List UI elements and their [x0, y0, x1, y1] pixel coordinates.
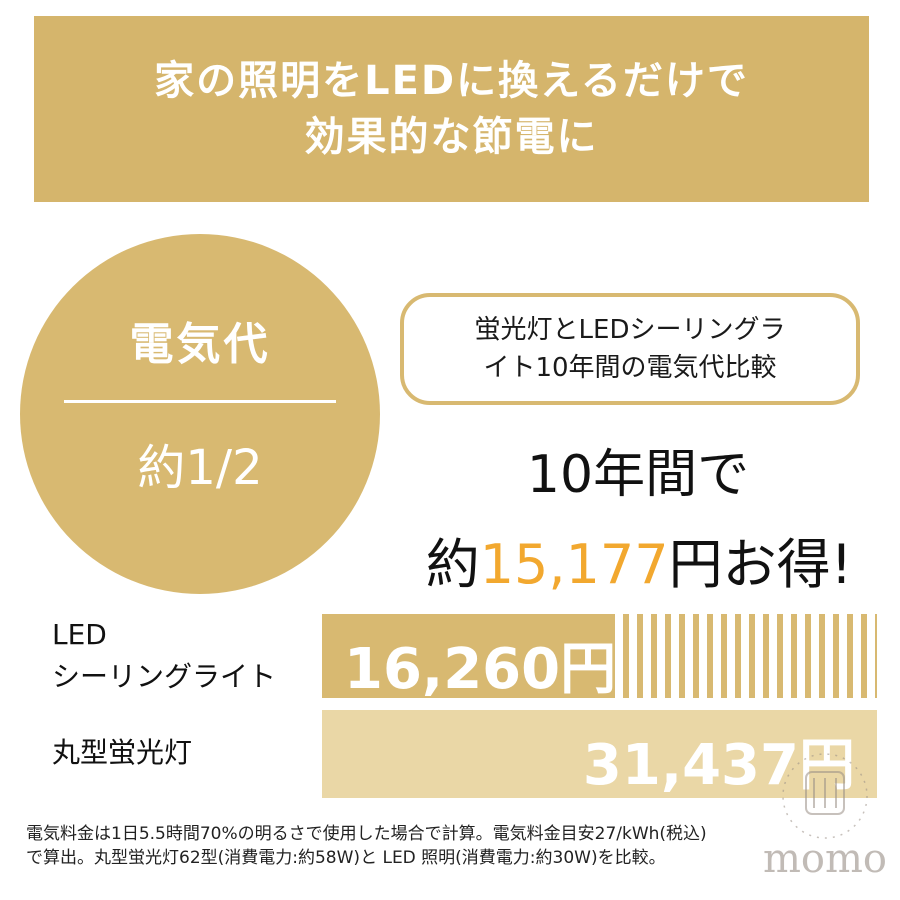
headline-savings: 約15,177円お得! [384, 520, 894, 599]
headline-banner: 家の照明をLEDに換えるだけで 効果的な節電に [34, 16, 869, 202]
comparison-note-box: 蛍光灯とLEDシーリングラ イト10年間の電気代比較 [400, 293, 860, 405]
led-cost-bar-fill [322, 614, 610, 698]
circle-label: 電気代 [129, 319, 271, 370]
led-label-line-1: LED [52, 618, 107, 651]
banner-line-1: 家の照明をLEDに換えるだけで [154, 58, 749, 104]
headline-period: 10年間で [526, 445, 750, 505]
note-line-1: 蛍光灯とLEDシーリングラ [474, 315, 786, 345]
banner-line-2: 効果的な節電に [304, 114, 599, 160]
led-cost-value: 16,260円 [344, 637, 617, 702]
savings-amount: 15,177 [479, 533, 669, 596]
footnote: 電気料金は1日5.5時間70%の明るさで使用した場合で計算。電気料金目安27/k… [26, 822, 876, 870]
footnote-line-1: 電気料金は1日5.5時間70%の明るさで使用した場合で計算。電気料金目安27/k… [26, 824, 707, 844]
headline-prefix: 約 [425, 533, 480, 596]
led-bar-label: LED シーリングライト [52, 614, 276, 698]
led-label-line-2: シーリングライト [52, 660, 277, 693]
savings-stripes [609, 614, 877, 698]
savings-circle: 電気代 約1/2 [20, 234, 380, 594]
circle-divider [64, 400, 336, 403]
headline-suffix: 円お得! [668, 533, 853, 596]
footnote-line-2: で算出。丸型蛍光灯62型(消費電力:約58W)と LED 照明(消費電力:約30… [26, 848, 666, 868]
svg-text:momo: momo [763, 836, 887, 882]
fluorescent-cost-value: 31,437円 [582, 733, 855, 798]
circle-value: 約1/2 [137, 440, 263, 496]
fluorescent-bar-label: 丸型蛍光灯 [52, 736, 193, 769]
momo-watermark-logo: momo [763, 753, 887, 882]
led-cost-bar: 16,260円 [322, 614, 877, 702]
note-line-2: イト10年間の電気代比較 [483, 353, 777, 383]
